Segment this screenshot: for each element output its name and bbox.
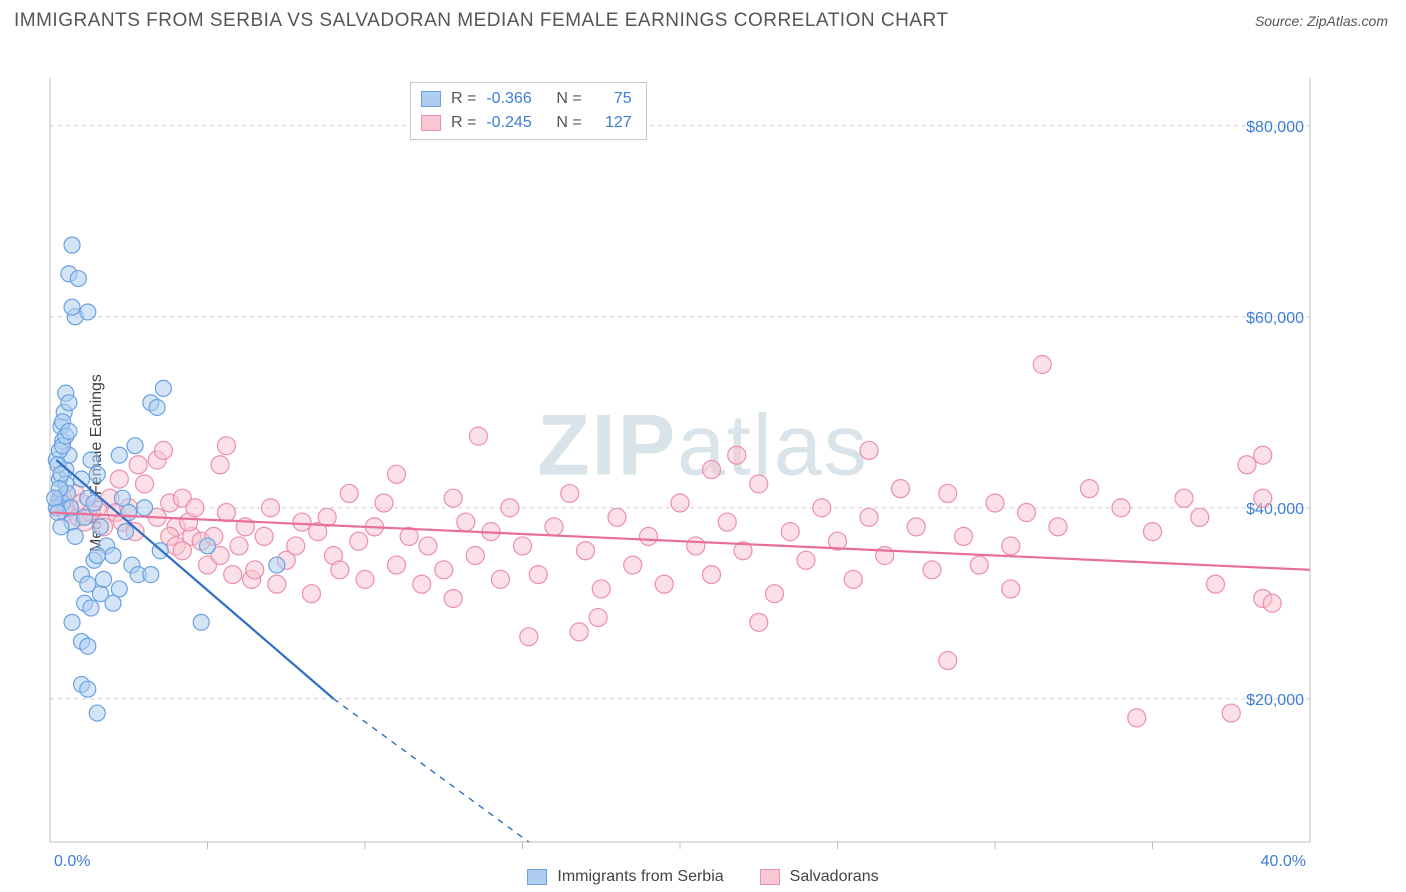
correlation-stats-box: R = -0.366 N = 75 R = -0.245 N = 127 [410,82,647,140]
stats-swatch-series1 [421,91,441,107]
legend-label: Salvadorans [790,868,879,886]
n-label: N = [556,87,581,111]
chart-area: Median Female Earnings ZIPatlas $20,000$… [0,38,1406,888]
n-value: 75 [592,87,632,111]
stats-row: R = -0.245 N = 127 [421,111,632,135]
legend-swatch-series1 [527,869,547,885]
svg-text:$60,000: $60,000 [1246,310,1304,327]
legend-swatch-series2 [760,869,780,885]
chart-title: IMMIGRANTS FROM SERBIA VS SALVADORAN MED… [14,10,948,32]
legend-item-series2: Salvadorans [760,868,879,886]
chart-header: IMMIGRANTS FROM SERBIA VS SALVADORAN MED… [0,0,1406,38]
svg-text:$80,000: $80,000 [1246,119,1304,136]
source-prefix: Source: [1255,13,1307,29]
r-value: -0.245 [486,111,546,135]
r-label: R = [451,111,476,135]
svg-text:$20,000: $20,000 [1246,692,1304,709]
legend: Immigrants from Serbia Salvadorans [0,868,1406,886]
stats-swatch-series2 [421,115,441,131]
scatter-plot-svg: $20,000$40,000$60,000$80,0000.0%40.0% [0,38,1406,888]
source-attribution: Source: ZipAtlas.com [1255,13,1388,29]
legend-label: Immigrants from Serbia [557,868,723,886]
n-label: N = [556,111,581,135]
r-value: -0.366 [486,87,546,111]
n-value: 127 [592,111,632,135]
stats-row: R = -0.366 N = 75 [421,87,632,111]
source-name: ZipAtlas.com [1307,13,1388,29]
legend-item-series1: Immigrants from Serbia [527,868,723,886]
r-label: R = [451,87,476,111]
